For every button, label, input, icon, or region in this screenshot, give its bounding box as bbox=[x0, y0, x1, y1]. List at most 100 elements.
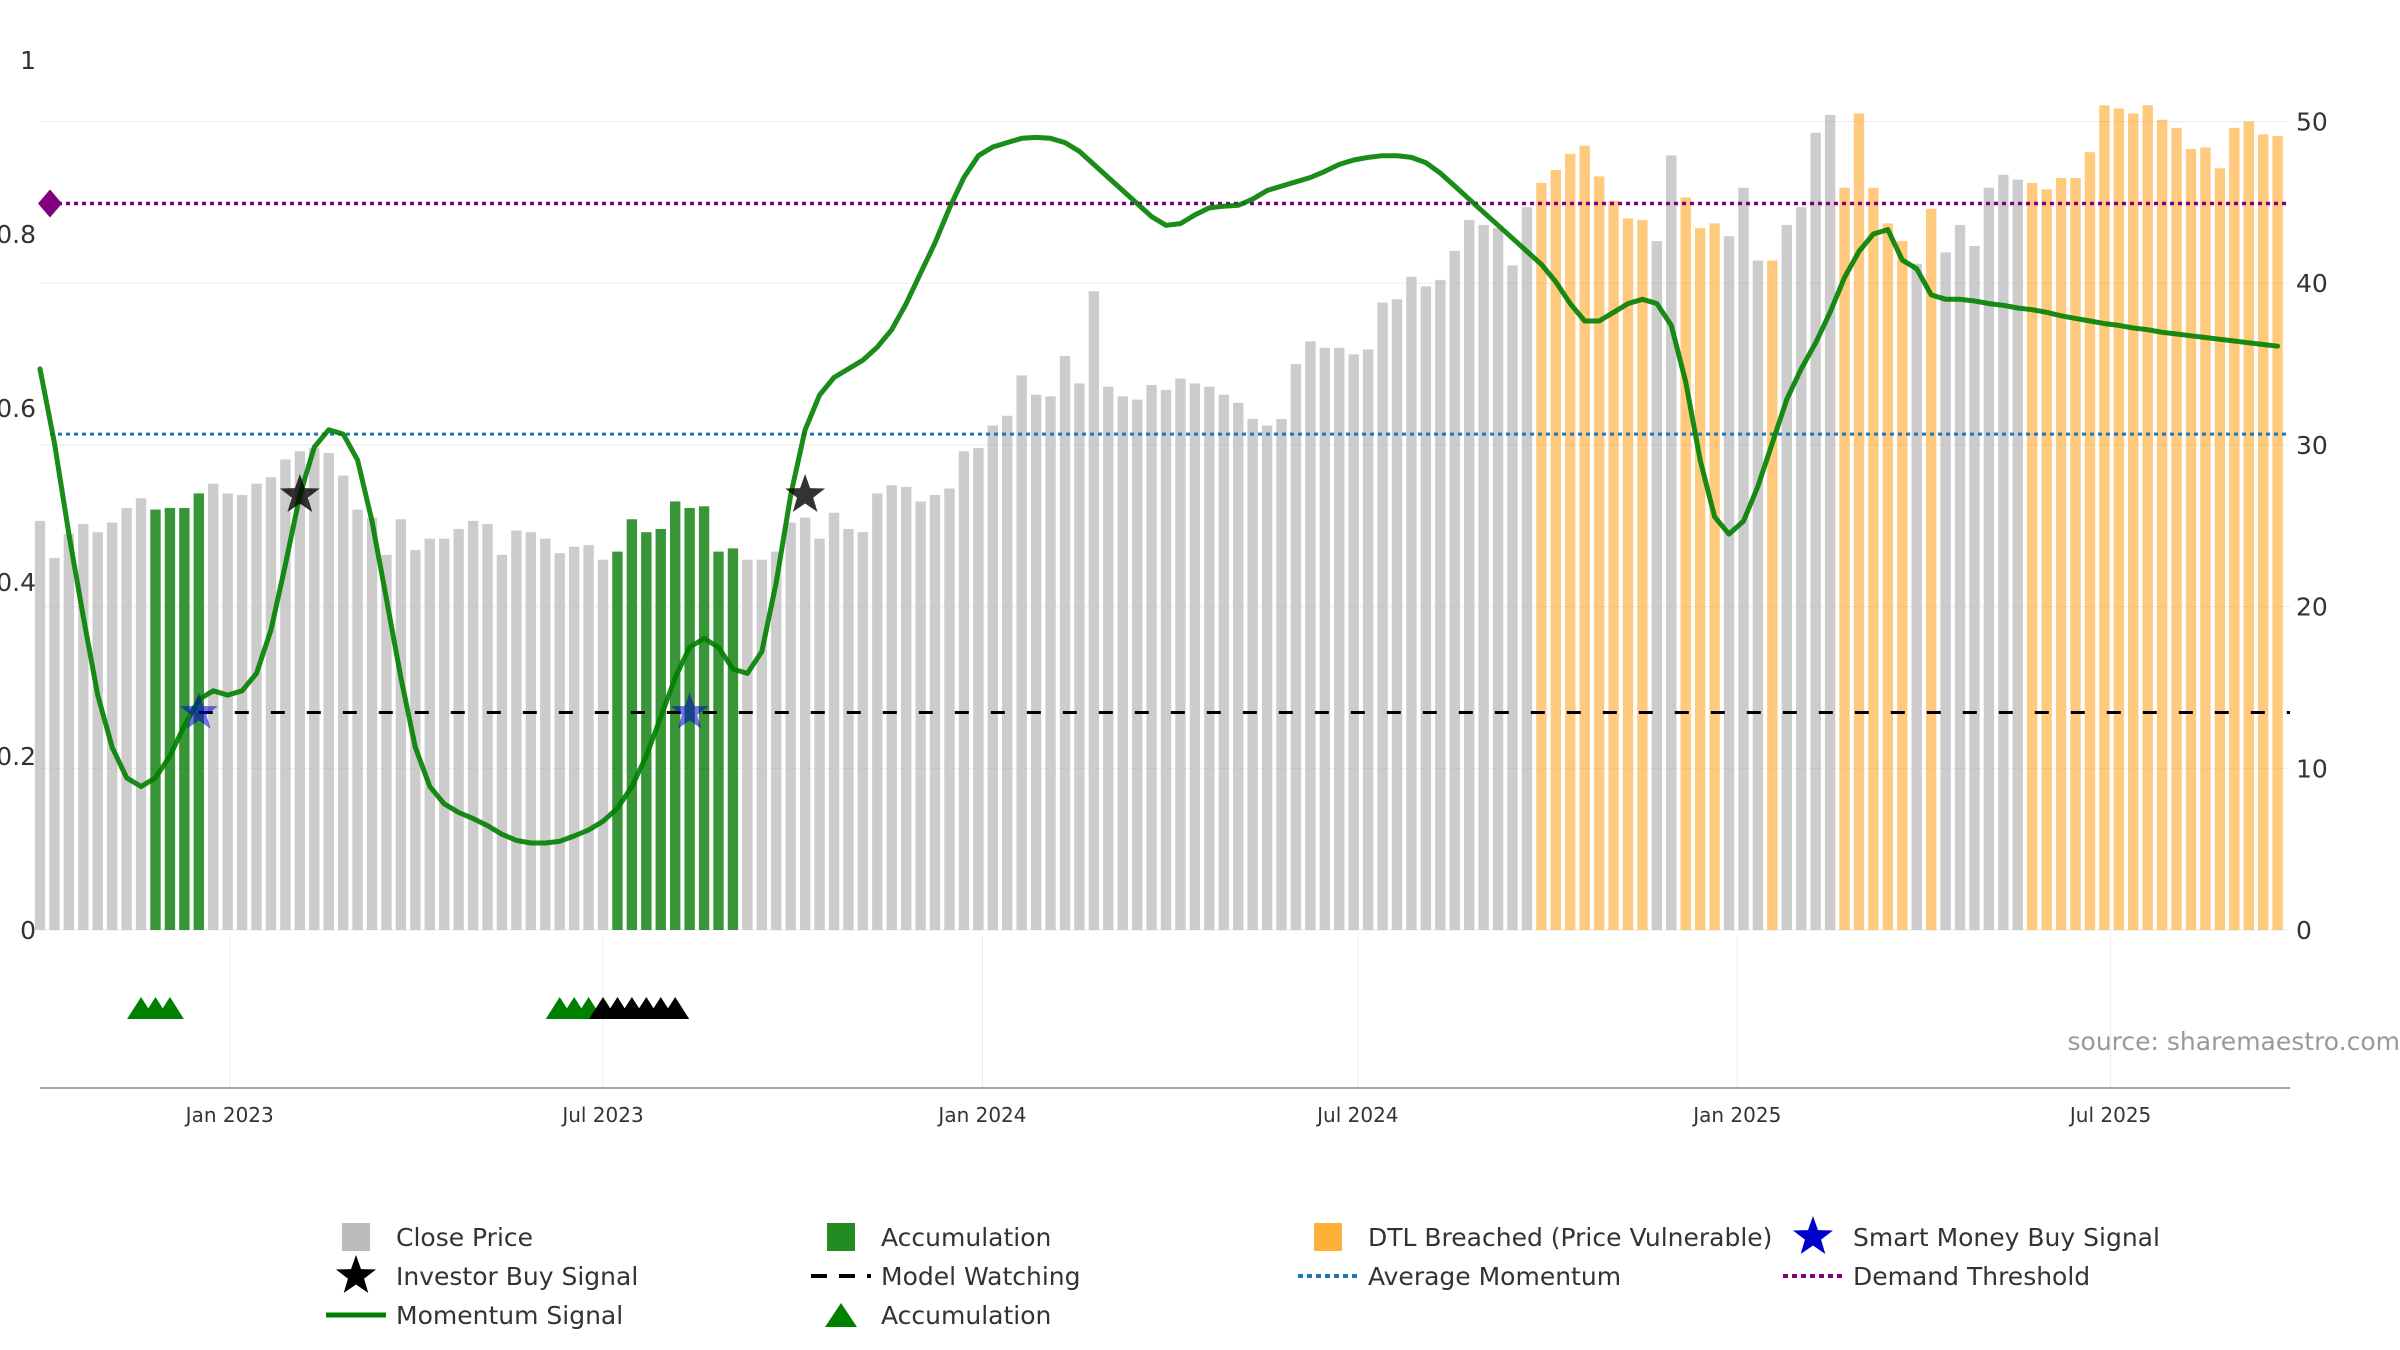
dtl-breached-bar bbox=[1637, 220, 1648, 931]
close-price-bar bbox=[337, 475, 349, 930]
close-price-bar bbox=[511, 530, 522, 930]
close-price-bar bbox=[395, 519, 407, 930]
close-price-bar bbox=[886, 485, 897, 930]
dtl-breached-bar bbox=[1767, 260, 1778, 930]
accumulation-bar bbox=[179, 507, 190, 930]
close-price-bar bbox=[1175, 378, 1186, 930]
close-price-bar bbox=[1651, 241, 1663, 930]
close-price-bar bbox=[1204, 386, 1215, 930]
close-price-bar bbox=[2012, 179, 2023, 931]
close-price-bar bbox=[1276, 419, 1287, 930]
dtl-breached-bar bbox=[1536, 182, 1547, 930]
close-price-bar bbox=[1074, 383, 1085, 930]
dtl-breached-bar bbox=[2243, 121, 2254, 930]
close-price-bar bbox=[540, 538, 551, 930]
close-price-bar bbox=[453, 528, 464, 930]
close-price-bar bbox=[1464, 220, 1475, 931]
close-price-bar bbox=[106, 522, 118, 930]
y-right-tick-label: 0 bbox=[2296, 916, 2312, 945]
legend-momentum-signal-item: Momentum Signal bbox=[326, 1301, 623, 1330]
close-price-bar bbox=[857, 532, 869, 930]
dtl-breached-bar bbox=[1550, 169, 1561, 930]
legend-average-momentum-label: Average Momentum bbox=[1368, 1262, 1621, 1291]
legend-investor-buy-signal-swatch bbox=[336, 1255, 376, 1293]
close-price-bar bbox=[265, 477, 277, 930]
dtl-breached-bar bbox=[2185, 148, 2197, 930]
y-right-tick-label: 40 bbox=[2296, 269, 2328, 298]
dtl-breached-bar bbox=[2041, 189, 2052, 930]
close-price-bar bbox=[843, 528, 854, 930]
legend-dtl-breached-price-vulnerable-item: DTL Breached (Price Vulnerable) bbox=[1314, 1223, 1772, 1252]
close-price-bar bbox=[1030, 394, 1042, 930]
accumulation-bar bbox=[626, 519, 638, 930]
close-price-bar bbox=[1218, 394, 1229, 930]
close-price-bar bbox=[828, 512, 840, 930]
y-left-tick-label: 0.2 bbox=[0, 742, 36, 771]
close-price-bar bbox=[554, 553, 565, 930]
close-price-bar bbox=[294, 451, 306, 930]
y-right-tick-label: 50 bbox=[2296, 107, 2328, 136]
x-tick-label: Jul 2023 bbox=[560, 1103, 643, 1127]
legend-smart-money-buy-signal-swatch bbox=[1793, 1216, 1833, 1254]
close-price-bar bbox=[1983, 187, 1995, 930]
investor-buy-signal bbox=[279, 474, 320, 512]
momentum-signal bbox=[37, 134, 2281, 846]
y-left-tick-label: 0 bbox=[20, 916, 36, 945]
close-price-bar bbox=[525, 532, 537, 930]
close-price-bar bbox=[1334, 347, 1345, 931]
legend-accumulation-item: Accumulation bbox=[827, 1223, 1051, 1252]
close-price-bar bbox=[323, 452, 334, 930]
close-price-bar bbox=[872, 493, 883, 930]
close-price-bar bbox=[1998, 174, 2009, 930]
close-price-bar bbox=[958, 451, 970, 930]
legend-dtl-breached-price-vulnerable-swatch bbox=[1314, 1223, 1342, 1251]
close-price-bar bbox=[309, 448, 320, 930]
accumulation-bar bbox=[698, 506, 710, 930]
y-right-tick-label: 10 bbox=[2296, 754, 2328, 783]
close-price-bar bbox=[1781, 224, 1792, 930]
dtl-breached-bar bbox=[1680, 197, 1691, 930]
close-price-bar bbox=[1160, 389, 1172, 930]
dtl-breached-bar bbox=[2128, 113, 2139, 931]
close-price-bar bbox=[34, 520, 46, 930]
dtl-breached-bar bbox=[2171, 127, 2182, 931]
x-tick-label: Jul 2025 bbox=[2068, 1103, 2151, 1127]
close-price-bar bbox=[1507, 265, 1518, 930]
close-price-bar bbox=[1319, 347, 1331, 931]
smart-money-buy-signal bbox=[179, 692, 218, 729]
close-price-bar bbox=[1796, 207, 1807, 930]
investor-buy-signal bbox=[785, 474, 826, 512]
close-price-bar bbox=[1824, 114, 1836, 931]
legend: Close Price Accumulation DTL Breached (Pri… bbox=[326, 1216, 2160, 1330]
close-price-bar bbox=[467, 520, 479, 930]
close-price-bar bbox=[1911, 263, 1922, 930]
accumulation-bar bbox=[655, 528, 666, 930]
y-left-tick-label: 1 bbox=[20, 46, 36, 75]
accumulation-bar bbox=[713, 551, 724, 930]
close-price-bar bbox=[568, 546, 580, 930]
close-price-bar bbox=[381, 554, 392, 930]
dtl-breached-bar bbox=[2272, 136, 2283, 930]
dtl-breached-bar bbox=[1694, 228, 1706, 930]
close-price-bar bbox=[1391, 299, 1403, 931]
legend-close-price-label: Close Price bbox=[396, 1223, 533, 1252]
dtl-breached-bar bbox=[2156, 119, 2168, 930]
legend-smart-money-buy-signal-label: Smart Money Buy Signal bbox=[1853, 1223, 2160, 1252]
close-price-bar bbox=[1752, 260, 1764, 930]
dtl-breached-bar bbox=[1565, 153, 1576, 931]
close-price-bar bbox=[1940, 252, 1951, 930]
momentum-signal-line bbox=[37, 134, 2281, 846]
close-price-bar bbox=[1377, 302, 1388, 930]
close-price-bar bbox=[135, 498, 147, 930]
dtl-breached-bar bbox=[1853, 113, 1865, 931]
close-price-bar bbox=[1189, 383, 1201, 930]
signal-markers bbox=[179, 474, 826, 729]
y-right-tick-label: 30 bbox=[2296, 431, 2328, 460]
close-price-bar bbox=[1521, 207, 1533, 930]
smart-money-buy-signal bbox=[670, 692, 709, 729]
close-price-bar bbox=[1738, 187, 1749, 930]
close-price-bar bbox=[1723, 236, 1735, 930]
legend-dtl-breached-price-vulnerable-label: DTL Breached (Price Vulnerable) bbox=[1368, 1223, 1772, 1252]
